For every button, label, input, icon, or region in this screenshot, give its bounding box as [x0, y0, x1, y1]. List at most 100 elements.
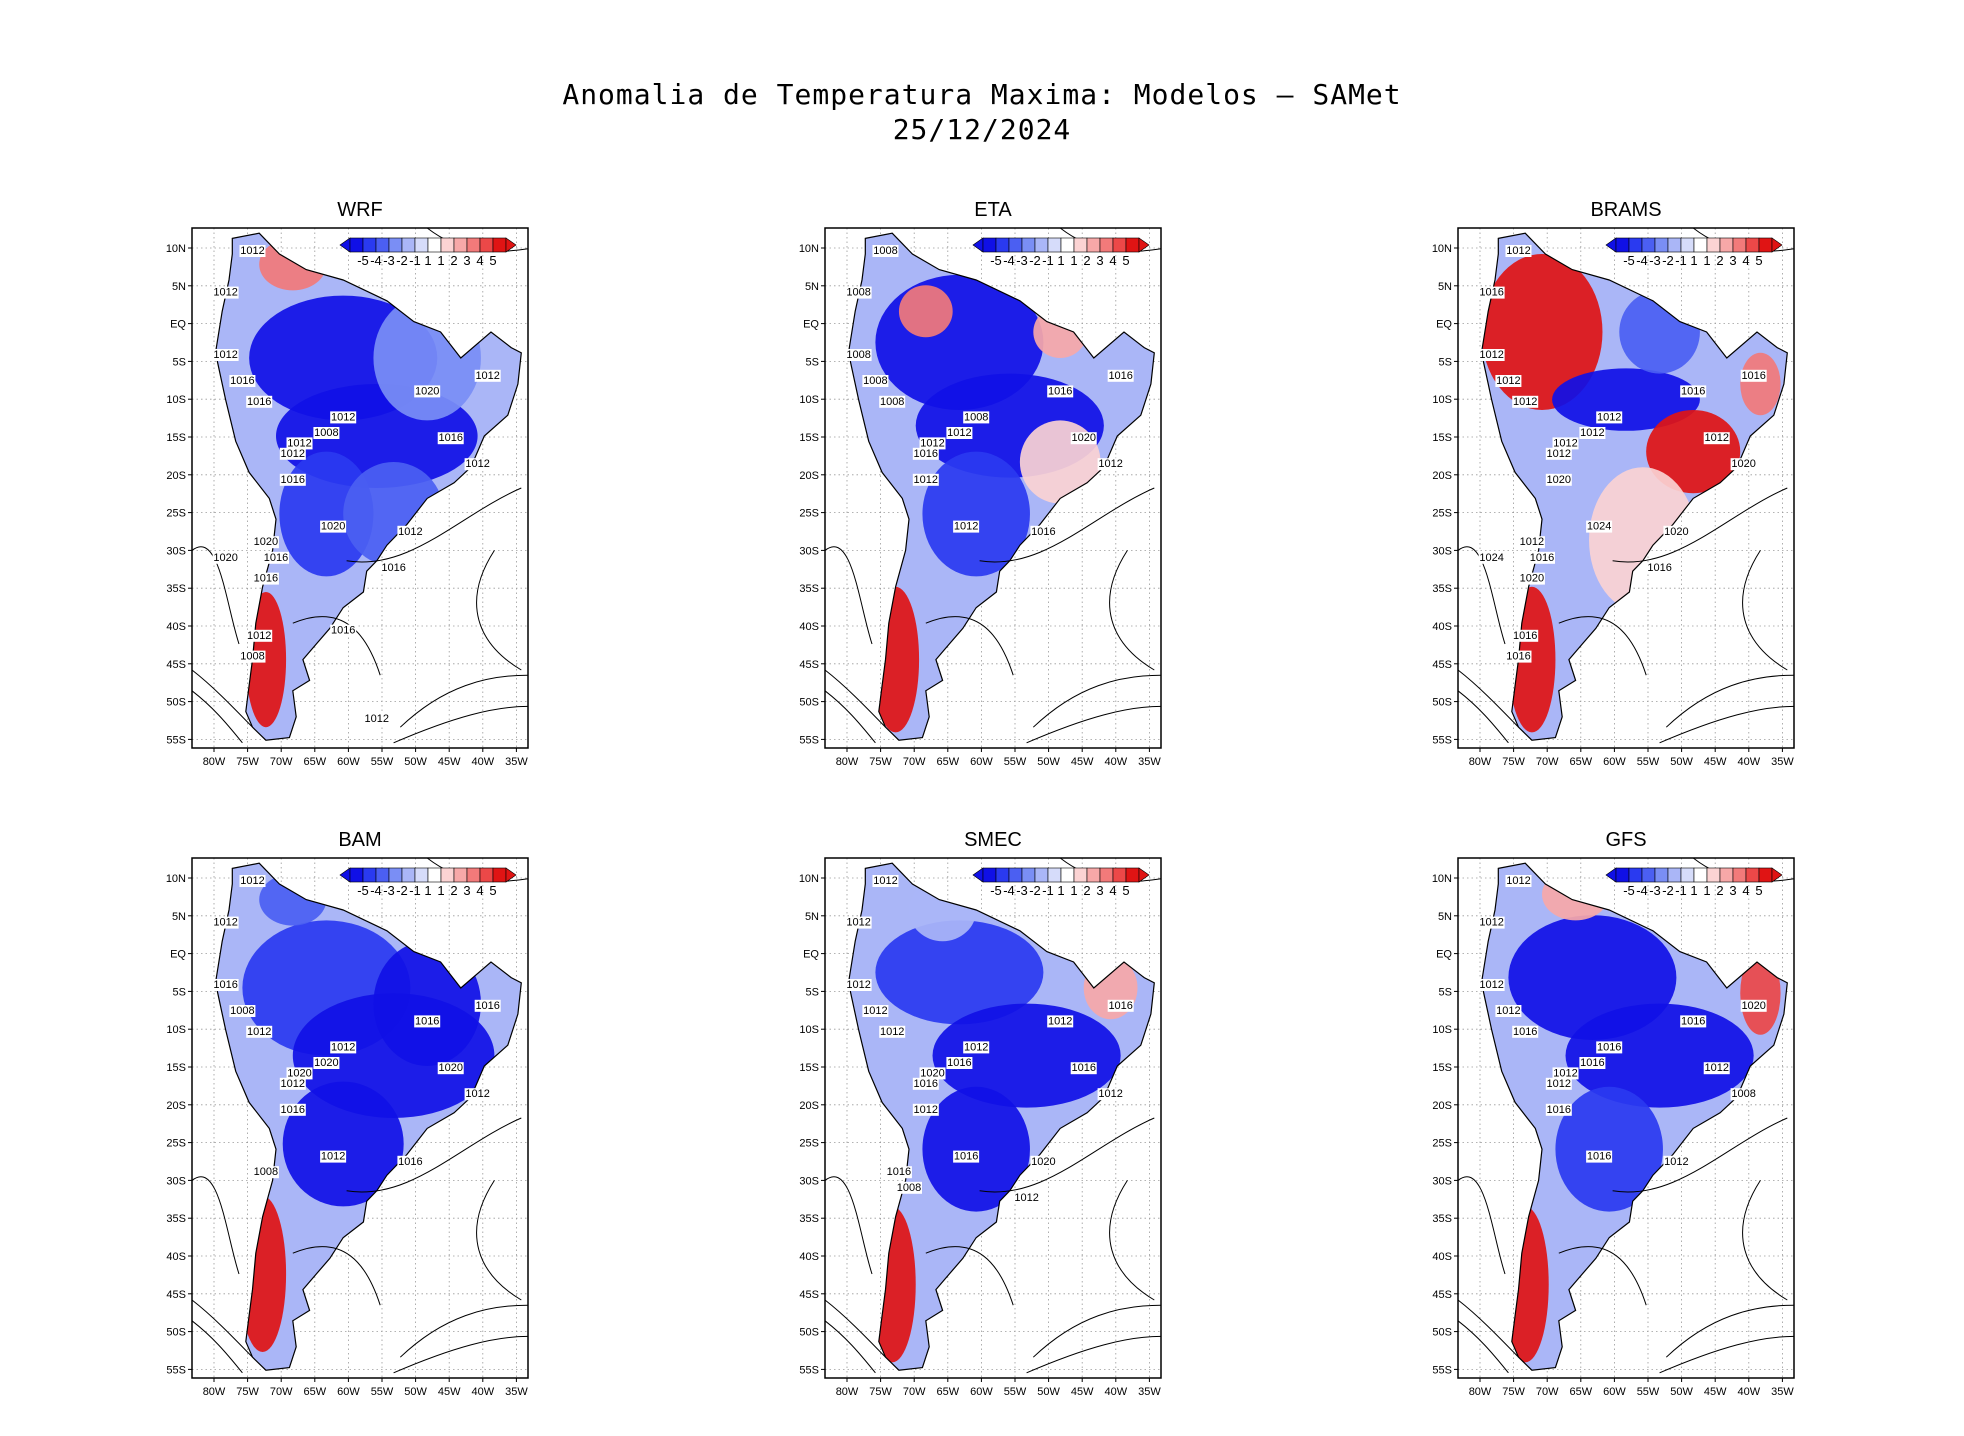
isobar-label: 1012	[846, 917, 870, 929]
isobar-label: 1008	[1731, 1088, 1755, 1100]
colorbar-label: 2	[1716, 253, 1723, 268]
isobar-label: 1020	[438, 1062, 462, 1074]
isobar-label: 1020	[1741, 1000, 1765, 1012]
lon-label: 75W	[1502, 1386, 1525, 1398]
colorbar-swatch	[1034, 867, 1049, 883]
colorbar-label: -2	[1662, 883, 1674, 898]
isobar-label: 1012	[1704, 1062, 1728, 1074]
isobar-line	[1109, 550, 1155, 671]
isobar-label: 1012	[1704, 432, 1728, 444]
isobar-label: 1012	[240, 875, 264, 887]
lon-label: 80W	[1469, 756, 1492, 768]
isobar-label: 1012	[1048, 1015, 1072, 1027]
colorbar-swatch	[362, 237, 377, 253]
isobar-label: 1012	[240, 245, 264, 257]
colorbar-swatch	[479, 237, 494, 253]
lat-label: EQ	[170, 319, 186, 331]
colorbar-swatch	[1654, 867, 1669, 883]
isobar-line	[824, 546, 873, 645]
colorbar-label: -4	[1003, 253, 1015, 268]
isobar-label: 1008	[230, 1005, 254, 1017]
colorbar-swatch	[1021, 867, 1036, 883]
colorbar-swatch	[1615, 237, 1630, 253]
lon-label: 40W	[1104, 1386, 1127, 1398]
lat-label: 30S	[166, 1175, 186, 1187]
lon-label: 45W	[438, 756, 461, 768]
isobar-line	[191, 690, 243, 744]
lat-label: 25S	[166, 1138, 186, 1150]
lat-label: 45S	[799, 659, 819, 671]
isobar-label: 1016	[247, 396, 271, 408]
colorbar-label: 4	[476, 253, 483, 268]
colorbar-label: 1	[1690, 883, 1697, 898]
isobar-label: 1008	[863, 375, 887, 387]
isobar-label: 1012	[1547, 448, 1571, 460]
colorbar-swatch	[349, 237, 364, 253]
colorbar-swatch	[349, 867, 364, 883]
colorbar-swatch	[466, 237, 481, 253]
isobar-label: 1020	[1520, 573, 1544, 585]
colorbar-swatch	[1628, 237, 1643, 253]
colorbar-swatch	[1086, 237, 1101, 253]
isobar-label: 1012	[287, 437, 311, 449]
colorbar-swatch	[1745, 237, 1760, 253]
colorbar-label: 1	[1703, 883, 1710, 898]
lat-label: 20S	[799, 470, 819, 482]
colorbar-label: 3	[463, 253, 470, 268]
colorbar-swatch	[1112, 867, 1127, 883]
lat-label: 15S	[799, 1062, 819, 1074]
isobar-label: 1012	[880, 1026, 904, 1038]
lat-label: 10N	[166, 873, 186, 885]
isobar-label: 1012	[247, 1026, 271, 1038]
lat-label: 5S	[173, 986, 186, 998]
isobar-label: 1016	[954, 1151, 978, 1163]
lat-label: EQ	[803, 319, 819, 331]
colorbar-label: -5	[1623, 253, 1635, 268]
isobar-line	[1032, 1304, 1162, 1358]
isobar-label: 1016	[281, 474, 305, 486]
isobar-label: 1008	[897, 1182, 921, 1194]
lon-label: 45W	[1071, 756, 1094, 768]
lon-label: 55W	[371, 756, 394, 768]
isobar-label: 1012	[465, 1088, 489, 1100]
colorbar-label: -2	[1029, 883, 1041, 898]
isobar-label: 1016	[381, 562, 405, 574]
map-frame	[191, 227, 529, 749]
lon-label: 65W	[1569, 1386, 1592, 1398]
lat-label: 40S	[1432, 1251, 1452, 1263]
colorbar-right-arrow	[1138, 237, 1150, 253]
lat-label: 50S	[166, 1327, 186, 1339]
lat-label: 40S	[799, 1251, 819, 1263]
lat-label: 20S	[166, 470, 186, 482]
colorbar-label: 4	[1109, 883, 1116, 898]
colorbar-label: -2	[396, 253, 408, 268]
lon-label: 50W	[1037, 1386, 1060, 1398]
map-frame	[1457, 857, 1795, 1379]
isobar-line	[1558, 616, 1647, 676]
colorbar-swatch	[427, 867, 442, 883]
isobar-label: 1016	[254, 573, 278, 585]
lat-label: 10N	[166, 243, 186, 255]
lon-label: 45W	[1071, 1386, 1094, 1398]
panel-title: SMEC	[964, 829, 1022, 851]
coastline	[214, 862, 522, 1371]
colorbar-label: 1	[1057, 253, 1064, 268]
isobar-label: 1016	[947, 1057, 971, 1069]
lat-label: 35S	[166, 583, 186, 595]
colorbar-swatch	[1732, 237, 1747, 253]
lat-label: 10S	[799, 1024, 819, 1036]
lat-label: 35S	[799, 583, 819, 595]
lat-label: 55S	[166, 734, 186, 746]
isobar-line	[399, 1304, 529, 1358]
colorbar-swatch	[1706, 237, 1721, 253]
colorbar-swatch	[1112, 237, 1127, 253]
isobar-label: 1012	[920, 437, 944, 449]
lat-label: 5N	[1438, 911, 1452, 923]
colorbar-label: -5	[990, 253, 1002, 268]
lon-label: 60W	[337, 1386, 360, 1398]
isobar-label: 1016	[914, 1078, 938, 1090]
isobar-label: 1016	[1513, 630, 1537, 642]
coastline	[1480, 232, 1788, 741]
colorbar-label: 3	[1729, 253, 1736, 268]
lon-label: 75W	[236, 1386, 259, 1398]
